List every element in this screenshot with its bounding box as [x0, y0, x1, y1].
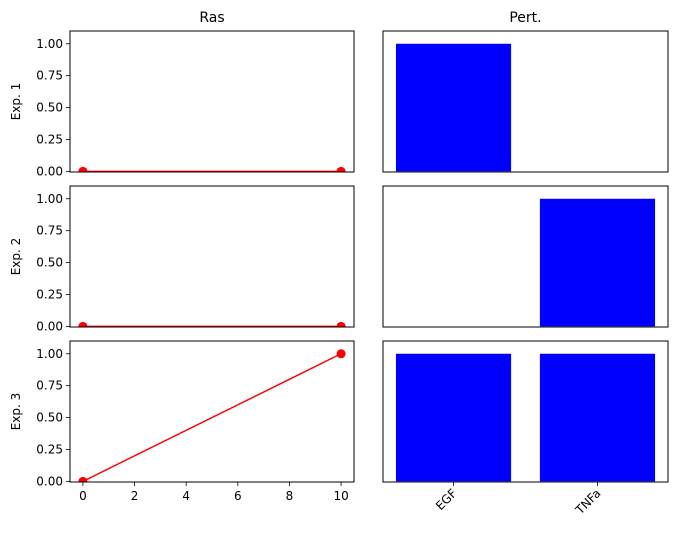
- y-tick-label: 0.00: [36, 319, 63, 333]
- data-point: [336, 321, 346, 327]
- y-tick-label: 0.25: [36, 287, 63, 301]
- y-tick-label: 0.75: [36, 69, 63, 83]
- x-tick-label: 10: [333, 489, 348, 503]
- y-tick-label: 0.00: [36, 164, 63, 178]
- axes-frame: [69, 185, 355, 328]
- y-tick-label: 0.75: [36, 379, 63, 393]
- y-tick-label: 0.25: [36, 132, 63, 146]
- subplot-title: Ras: [199, 10, 224, 26]
- subplot-2-2: [382, 185, 669, 328]
- y-tick-label: 0.50: [36, 101, 63, 115]
- axes-frame: [382, 340, 669, 483]
- y-axis-label: Exp. 2: [9, 238, 23, 276]
- x-tick-label: TNFa: [572, 486, 603, 517]
- y-tick-label: 0.50: [36, 256, 63, 270]
- axes-frame: [69, 30, 355, 173]
- y-tick-label: 1.00: [36, 37, 63, 51]
- axes-frame: [69, 340, 355, 483]
- axes-frame: [382, 185, 669, 328]
- x-tick-label: 8: [286, 489, 294, 503]
- y-tick-label: 0.25: [36, 442, 63, 456]
- data-point: [78, 321, 88, 327]
- bar-egf: [395, 353, 512, 482]
- bar-tnfa: [539, 353, 656, 482]
- subplot-2-1: Exp. 2 0.00 0.25 0.50 0.75 1.00: [9, 185, 355, 333]
- y-axis-label: Exp. 3: [9, 393, 23, 431]
- axes-frame: [382, 30, 669, 173]
- y-tick-label: 1.00: [36, 347, 63, 361]
- x-tick-label: EGF: [433, 486, 460, 513]
- subplot-1-1: Ras Exp. 1 0.00 0.25 0.50 0.75 1.00: [9, 10, 355, 178]
- bar-egf: [395, 43, 512, 172]
- x-tick-label: 0: [79, 489, 87, 503]
- series-line: [82, 353, 342, 482]
- subplot-3-1: Exp. 3 0.00 0.25 0.50 0.75 1.00 0 2 4 6 8 10: [9, 340, 355, 503]
- y-tick-label: 1.00: [36, 192, 63, 206]
- subplot-3-2: EGF TNFa: [382, 340, 669, 518]
- x-tick-label: 2: [131, 489, 139, 503]
- x-tick-label: 6: [234, 489, 242, 503]
- data-point: [336, 166, 346, 172]
- data-point: [78, 476, 88, 482]
- y-tick-label: 0.50: [36, 411, 63, 425]
- data-point: [78, 166, 88, 172]
- subplot-title: Pert.: [509, 10, 541, 26]
- bar-tnfa: [539, 198, 656, 327]
- y-tick-label: 0.75: [36, 224, 63, 238]
- y-axis-label: Exp. 1: [9, 83, 23, 121]
- y-tick-label: 0.00: [36, 474, 63, 488]
- data-point: [336, 349, 346, 359]
- x-tick-label: 4: [182, 489, 190, 503]
- subplot-1-2: Pert.: [382, 10, 669, 173]
